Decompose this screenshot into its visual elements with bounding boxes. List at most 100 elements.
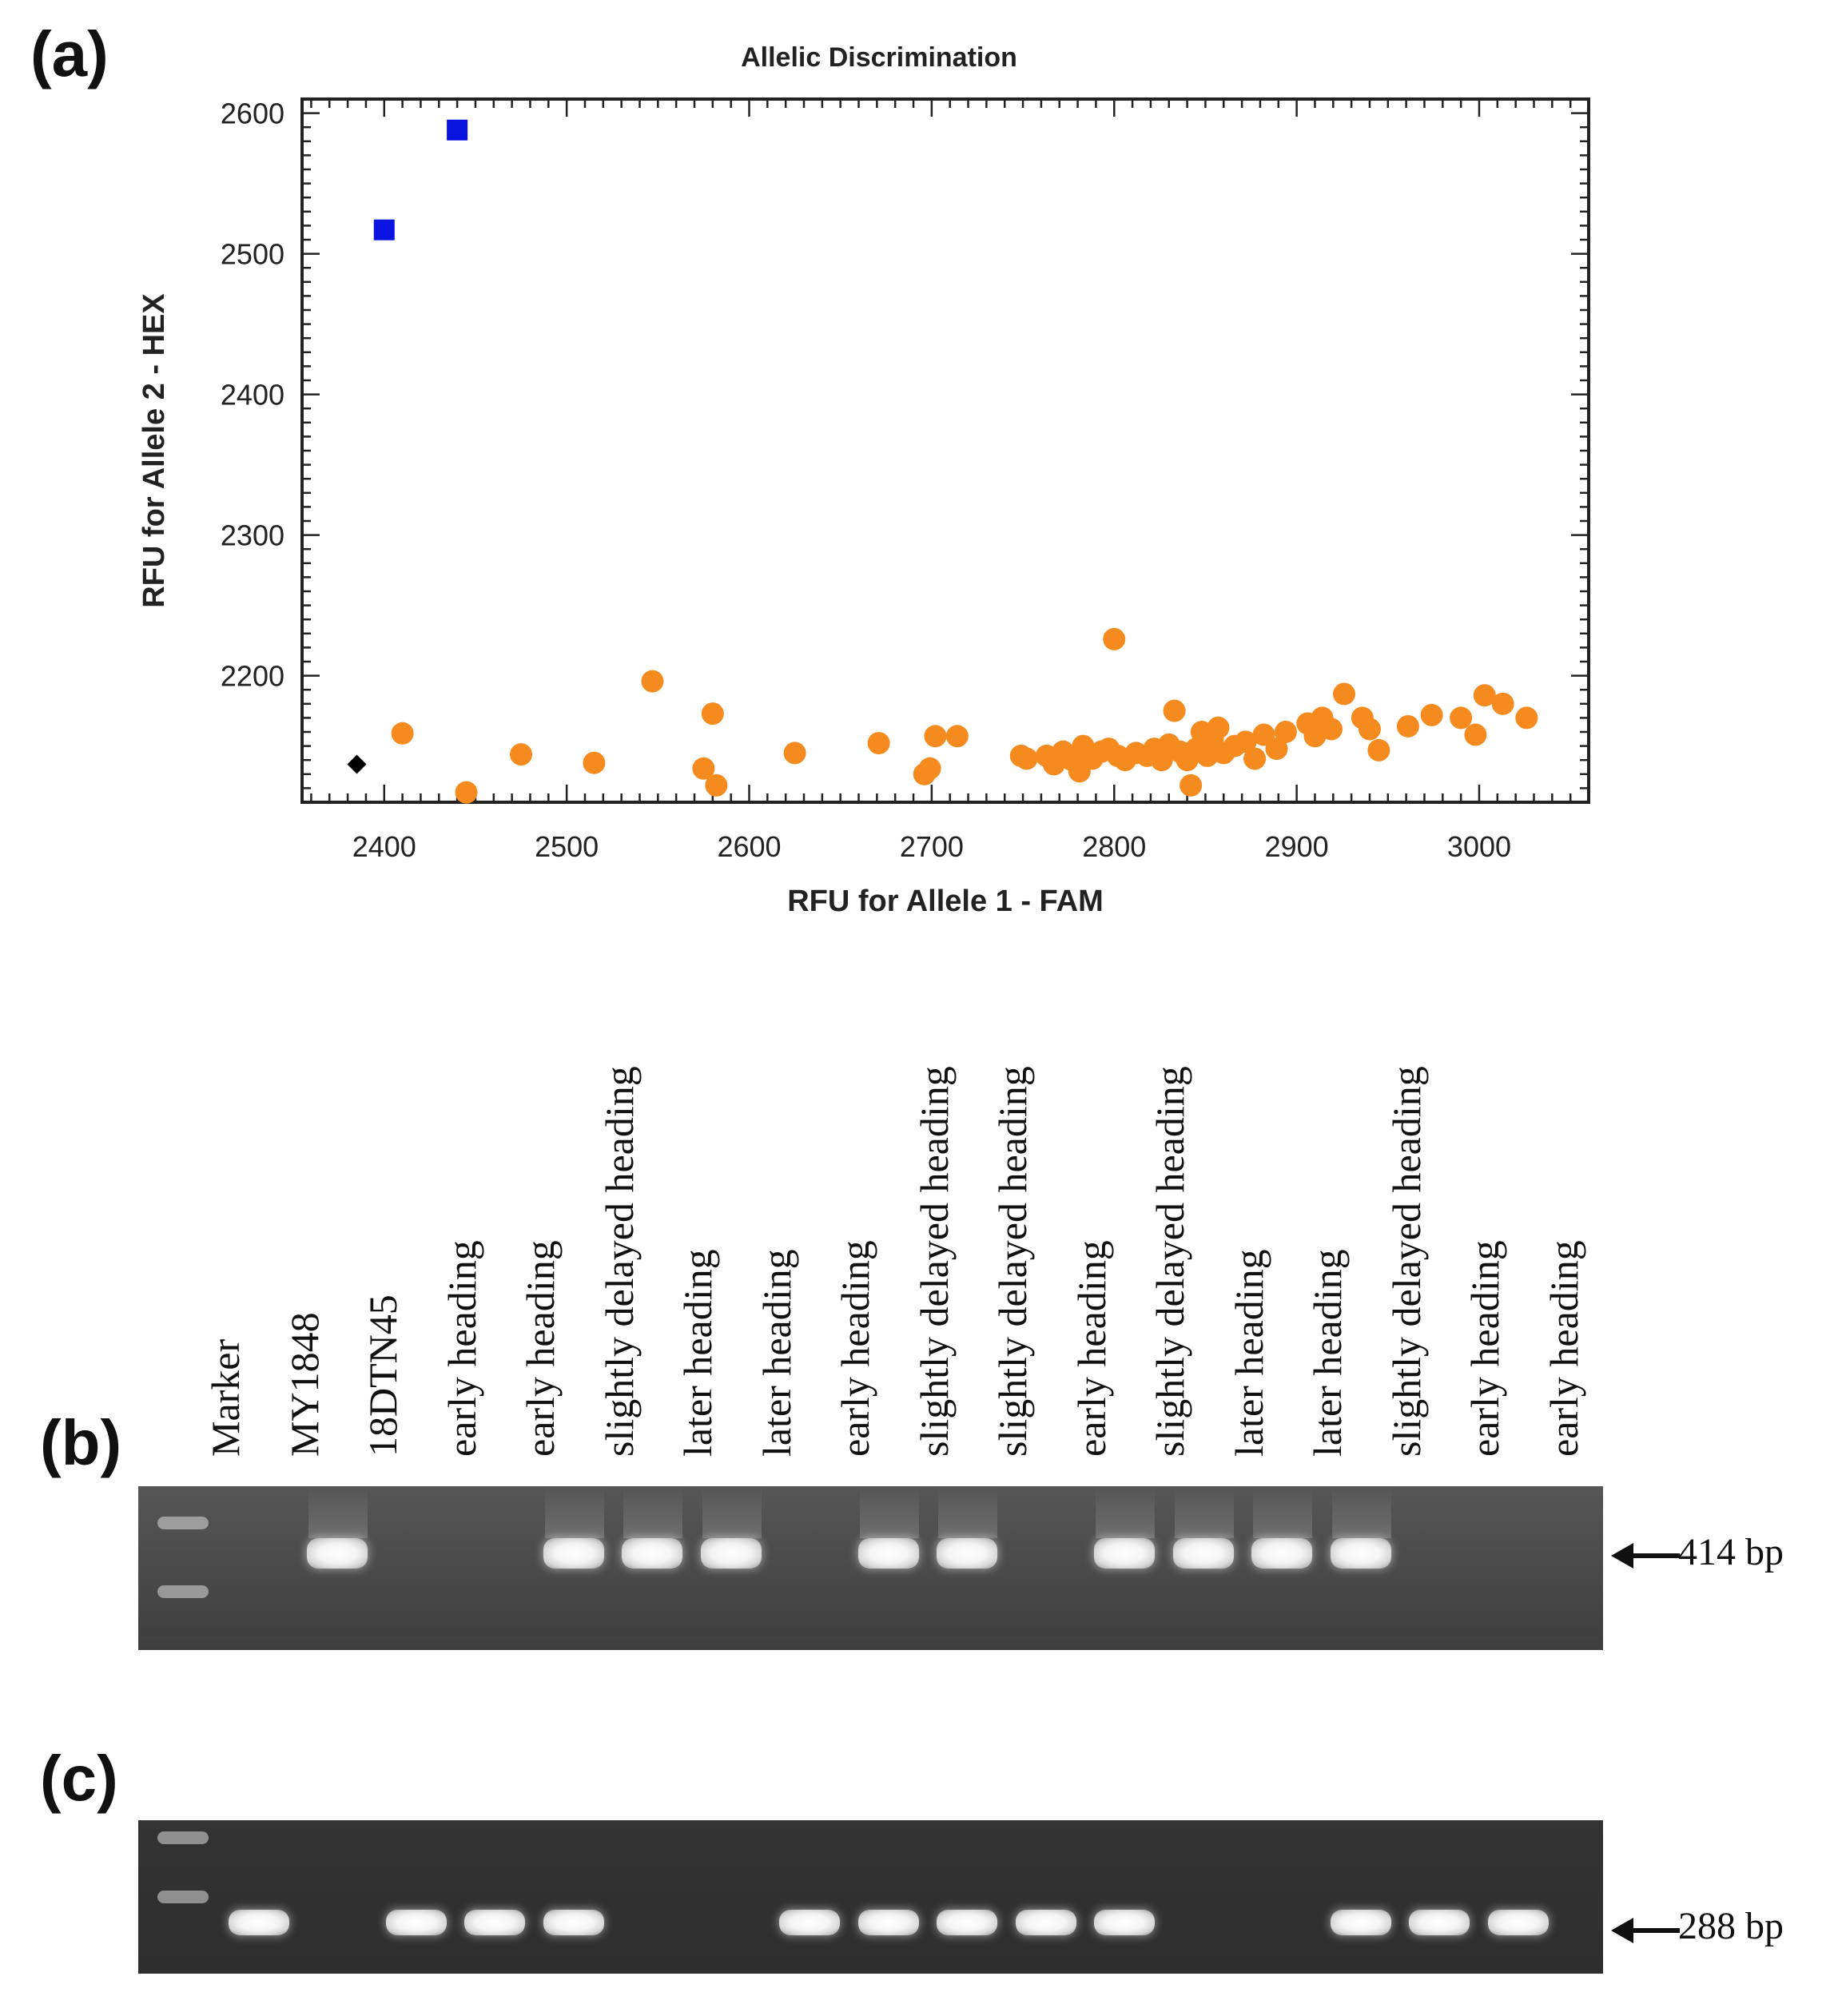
allelic-discrimination-chart: Allelic Discrimination 2400 2500 2600 2700 2… xyxy=(137,42,1590,918)
gel-panel-b xyxy=(138,1486,1603,1650)
lane-label: early heading xyxy=(1068,1240,1114,1457)
data-point-circle xyxy=(510,743,533,766)
data-point-circle xyxy=(783,742,806,765)
arrow-288-icon xyxy=(1611,1918,1680,1943)
gel-panel-c xyxy=(138,1820,1603,1974)
data-point-circle xyxy=(1367,738,1390,761)
data-point-circle xyxy=(1515,706,1538,730)
marker-ladder-band xyxy=(157,1517,209,1529)
lane-label-box: slightly delayed heading xyxy=(1345,977,1429,1457)
lane-label: Marker xyxy=(203,1338,248,1457)
data-point-circle xyxy=(692,757,715,780)
data-point-circle xyxy=(1491,692,1514,715)
band-smear xyxy=(1331,1486,1391,1538)
lane-label: early heading xyxy=(1541,1240,1586,1457)
data-point-circle xyxy=(705,773,728,797)
data-point-circle xyxy=(1396,714,1419,738)
data-point-circle xyxy=(701,702,724,726)
pcr-band xyxy=(779,1910,840,1935)
data-point-circle xyxy=(1103,627,1126,650)
pcr-band xyxy=(700,1538,762,1569)
x-tick-label: 2600 xyxy=(717,830,781,863)
data-point-circle xyxy=(1320,718,1343,741)
band-smear xyxy=(308,1486,368,1538)
pcr-band xyxy=(937,1910,997,1935)
size-label-414: 414 bp xyxy=(1678,1531,1784,1573)
band-smear xyxy=(1253,1486,1312,1538)
band-smear xyxy=(544,1486,604,1538)
pcr-band xyxy=(385,1910,447,1935)
lane-label: 18DTN45 xyxy=(360,1294,405,1457)
data-point-circle xyxy=(945,725,969,748)
lane-label: slightly delayed heading xyxy=(596,1066,642,1457)
data-point-circle xyxy=(1180,773,1203,797)
lane-label-box: early heading xyxy=(1502,977,1586,1457)
pcr-band xyxy=(1330,1910,1391,1935)
lane-label-box: early heading xyxy=(479,977,563,1457)
lane-label: early heading xyxy=(833,1240,877,1457)
pcr-band xyxy=(857,1910,919,1935)
lane-label-box: MY1848 xyxy=(243,977,327,1457)
y-tick-label: 2600 xyxy=(221,97,284,130)
lane-label: early heading xyxy=(518,1240,563,1457)
y-tick-label: 2300 xyxy=(221,519,284,552)
pcr-band xyxy=(228,1910,289,1935)
data-point-circle xyxy=(1265,738,1288,761)
data-point-circle xyxy=(1464,723,1487,746)
data-point-square xyxy=(373,219,395,241)
lane-label-box: slightly delayed heading xyxy=(1108,977,1192,1457)
x-tick-label: 3000 xyxy=(1447,830,1511,863)
marker-ladder-band xyxy=(157,1891,209,1903)
x-tick-label: 2900 xyxy=(1265,830,1329,863)
pcr-band xyxy=(1172,1538,1234,1569)
data-point-circle xyxy=(918,757,941,780)
band-smear xyxy=(702,1486,762,1538)
pcr-band xyxy=(857,1538,919,1569)
lane-label: slightly delayed heading xyxy=(990,1066,1035,1457)
pcr-band xyxy=(622,1538,682,1569)
lane-label-box: Marker xyxy=(164,977,248,1457)
band-smear xyxy=(938,1486,997,1538)
data-points xyxy=(347,119,1538,804)
axis-ticks: 2400 2500 2600 2700 2800 2900 3000 2200 2300 2400… xyxy=(221,97,1590,863)
data-point-circle xyxy=(1207,716,1230,739)
lane-label: later heading xyxy=(1305,1249,1350,1457)
pcr-band xyxy=(464,1910,525,1935)
x-tick-label: 2500 xyxy=(535,830,599,863)
marker-ladder-band xyxy=(157,1831,209,1844)
pcr-band xyxy=(1330,1538,1391,1569)
lane-label-box: later heading xyxy=(636,977,720,1457)
pcr-band xyxy=(1094,1538,1155,1569)
lane-label-box: later heading xyxy=(1188,977,1271,1457)
lane-label-box: slightly delayed heading xyxy=(951,977,1035,1457)
lane-label: later heading xyxy=(675,1249,720,1457)
data-point-circle xyxy=(1163,699,1186,722)
arrow-414-icon xyxy=(1611,1543,1680,1569)
x-tick-label: 2700 xyxy=(900,830,964,863)
y-axis-label: RFU for Allele 2 - HEX xyxy=(137,293,171,608)
data-point-circle xyxy=(867,732,890,755)
lane-label-box: slightly delayed heading xyxy=(558,977,642,1457)
data-point-circle xyxy=(1420,703,1443,726)
x-tick-label: 2400 xyxy=(352,830,416,863)
lane-label: early heading xyxy=(439,1240,484,1457)
y-tick-label: 2200 xyxy=(221,660,284,693)
lane-label-box: early heading xyxy=(1423,977,1507,1457)
pcr-band xyxy=(543,1910,604,1935)
data-point-circle xyxy=(1473,684,1496,707)
lane-label: MY1848 xyxy=(281,1312,327,1457)
chart-title: Allelic Discrimination xyxy=(741,42,1017,73)
lane-label: early heading xyxy=(1462,1240,1507,1457)
lane-label: slightly delayed heading xyxy=(1148,1066,1192,1457)
panel-b-label: (b) xyxy=(40,1407,122,1478)
pcr-band xyxy=(1094,1910,1155,1935)
band-smear xyxy=(859,1486,919,1538)
data-point-circle xyxy=(455,781,478,804)
pcr-band xyxy=(1015,1910,1076,1935)
panel-c-label: (c) xyxy=(40,1743,118,1814)
lane-label-box: later heading xyxy=(715,977,799,1457)
data-point-circle xyxy=(924,725,947,748)
lane-label-box: early heading xyxy=(1030,977,1114,1457)
pcr-band xyxy=(937,1538,997,1569)
